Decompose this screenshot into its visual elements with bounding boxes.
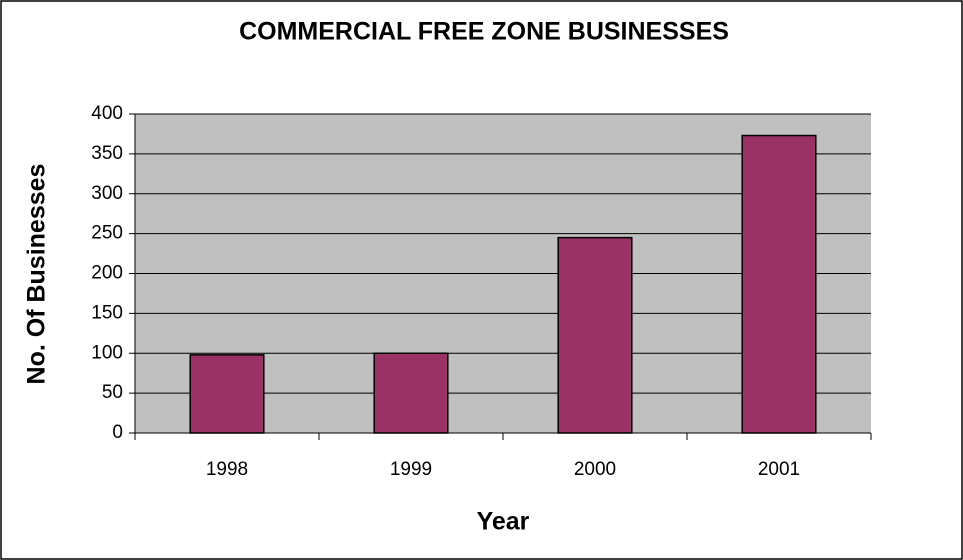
x-tick-label: 2001 (758, 459, 800, 480)
y-tick-label: 150 (91, 302, 123, 323)
y-tick-label: 350 (91, 143, 123, 164)
y-tick-label: 300 (91, 183, 123, 204)
y-tick-label: 250 (91, 223, 123, 244)
y-tick-label: 0 (112, 422, 123, 443)
x-tick-label: 2000 (574, 459, 616, 480)
y-tick-label: 50 (102, 382, 123, 403)
x-axis-title: Year (477, 508, 530, 536)
x-tick-label: 1998 (206, 459, 248, 480)
y-tick-label: 100 (91, 342, 123, 363)
bar (557, 236, 633, 434)
y-tick-label: 200 (91, 263, 123, 284)
chart-title: COMMERCIAL FREE ZONE BUSINESSES (239, 18, 729, 46)
x-tick-label: 1999 (390, 459, 432, 480)
bar (189, 354, 265, 434)
y-axis-title: No. Of Businesses (23, 164, 51, 385)
bar (373, 352, 449, 434)
bar (741, 134, 817, 434)
y-tick-label: 400 (91, 103, 123, 124)
